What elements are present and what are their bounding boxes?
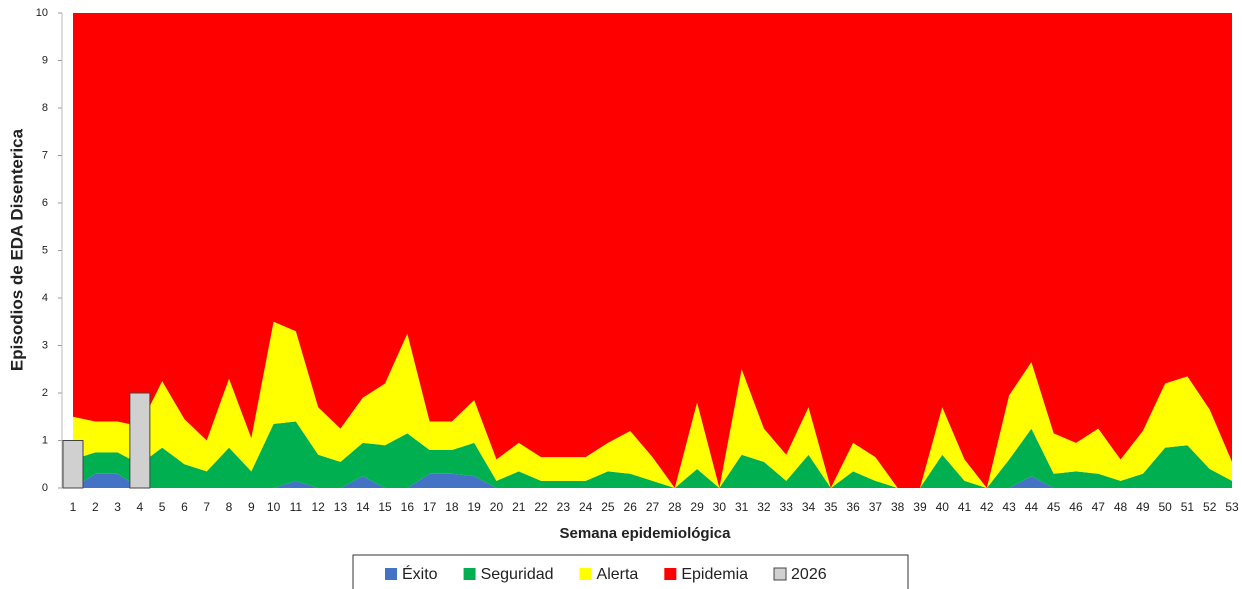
x-tick-label: 37	[869, 500, 883, 514]
legend-label: Éxito	[402, 564, 438, 583]
x-tick-label: 48	[1114, 500, 1128, 514]
y-tick-label: 10	[36, 7, 48, 19]
legend-label: Alerta	[597, 566, 639, 583]
x-tick-label: 9	[248, 500, 255, 514]
x-tick-label: 51	[1181, 500, 1195, 514]
area	[73, 421, 1232, 488]
x-tick-label: 20	[490, 500, 504, 514]
x-tick-label: 33	[780, 500, 794, 514]
y-tick-label: 3	[42, 339, 48, 351]
x-tick-label: 2	[92, 500, 99, 514]
x-tick-label: 32	[757, 500, 771, 514]
legend-label: 2026	[791, 566, 827, 583]
x-tick-label: 41	[958, 500, 972, 514]
x-tick-label: 36	[846, 500, 860, 514]
bar	[62, 440, 84, 489]
x-tick-label: 45	[1047, 500, 1061, 514]
area	[73, 13, 1232, 488]
x-tick-label: 18	[445, 500, 459, 514]
x-tick-label: 1	[70, 500, 77, 514]
x-tick-label: 12	[311, 500, 325, 514]
x-tick-label: 11	[290, 500, 303, 514]
x-tick-label: 42	[980, 500, 994, 514]
x-tick-label: 23	[557, 500, 571, 514]
x-tick-label: 39	[913, 500, 927, 514]
x-tick-label: 49	[1136, 500, 1150, 514]
legend-swatch	[463, 568, 476, 580]
x-tick-label: 25	[601, 500, 615, 514]
x-tick-label: 10	[267, 500, 281, 514]
x-tick-label: 46	[1069, 500, 1083, 514]
x-tick-label: 24	[579, 500, 593, 514]
y-tick-label: 9	[42, 54, 48, 66]
x-tick-label: 14	[356, 500, 370, 514]
x-tick-label: 27	[646, 500, 660, 514]
legend-swatch	[579, 568, 592, 580]
legend-label: Epidemia	[681, 566, 748, 583]
x-tick-label: 19	[468, 500, 482, 514]
y-tick-label: 0	[42, 482, 48, 494]
legend-swatch	[664, 568, 677, 580]
y-axis-label: Episodios de EDA Disenterica	[7, 128, 26, 371]
x-tick-label: 29	[690, 500, 704, 514]
x-tick-label: 8	[226, 500, 233, 514]
x-tick-label: 40	[936, 500, 950, 514]
x-tick-label: 30	[713, 500, 727, 514]
y-tick-label: 4	[42, 292, 48, 304]
area	[73, 473, 1232, 488]
legend-label: Seguridad	[481, 566, 554, 583]
x-tick-label: 35	[824, 500, 838, 514]
bar	[129, 392, 151, 489]
x-tick-label: 38	[891, 500, 905, 514]
x-tick-label: 43	[1002, 500, 1016, 514]
legend-swatch	[773, 567, 787, 581]
x-tick-label: 47	[1092, 500, 1106, 514]
y-tick-label: 5	[42, 244, 48, 256]
y-tick-label: 6	[42, 197, 48, 209]
x-tick-label: 4	[137, 500, 144, 514]
y-tick-label: 1	[42, 434, 48, 446]
legend-box	[352, 554, 909, 589]
x-tick-label: 53	[1225, 500, 1239, 514]
y-tick-label: 8	[42, 102, 48, 114]
x-tick-label: 15	[378, 500, 392, 514]
x-tick-label: 7	[203, 500, 210, 514]
y-tick-label: 2	[42, 387, 48, 399]
x-tick-label: 3	[114, 500, 121, 514]
x-tick-label: 5	[159, 500, 166, 514]
x-tick-label: 13	[334, 500, 348, 514]
x-tick-label: 28	[668, 500, 682, 514]
x-tick-label: 44	[1025, 500, 1039, 514]
x-tick-label: 6	[181, 500, 188, 514]
x-tick-label: 21	[512, 500, 526, 514]
x-tick-label: 52	[1203, 500, 1217, 514]
x-tick-label: 34	[802, 500, 816, 514]
area	[73, 321, 1232, 488]
x-tick-label: 50	[1158, 500, 1172, 514]
legend-swatch	[385, 568, 397, 580]
x-tick-label: 16	[401, 500, 415, 514]
x-tick-label: 31	[735, 500, 749, 514]
x-tick-label: 22	[534, 500, 548, 514]
x-tick-label: 26	[624, 500, 638, 514]
x-axis-label: Semana epidemiológica	[560, 525, 732, 542]
y-tick-label: 7	[42, 149, 48, 161]
x-tick-label: 17	[423, 500, 437, 514]
